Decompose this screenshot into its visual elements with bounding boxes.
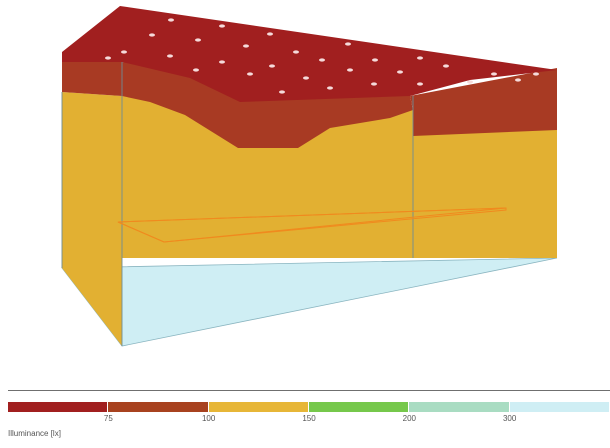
3d-room-view[interactable] bbox=[0, 0, 610, 380]
legend-segment bbox=[308, 402, 410, 412]
legend-segment bbox=[8, 402, 109, 412]
illuminance-legend: 75 100 150 200 300 Illuminance [lx] bbox=[0, 386, 610, 448]
ceiling-lights bbox=[105, 18, 539, 94]
work-plane-outline-2 bbox=[117, 207, 507, 243]
legend-tick-label: 200 bbox=[402, 414, 417, 423]
legend-tick-label: 100 bbox=[201, 414, 216, 423]
legend-segment bbox=[409, 402, 510, 412]
legend-segment bbox=[509, 402, 610, 412]
ceiling-surface bbox=[62, 6, 557, 102]
room-wireframe bbox=[61, 62, 414, 346]
illuminance-band-brown bbox=[62, 62, 122, 96]
floor-surface-left bbox=[61, 257, 558, 347]
illuminance-band-brown-back bbox=[122, 62, 413, 148]
illuminance-band-brown-right bbox=[410, 68, 557, 136]
legend-tick-label: 75 bbox=[103, 414, 113, 423]
left-wall-surface bbox=[62, 92, 122, 346]
legend-tick-label: 300 bbox=[502, 414, 517, 423]
right-wall-surface bbox=[413, 108, 557, 258]
legend-segment bbox=[108, 402, 209, 412]
legend-divider bbox=[8, 390, 610, 391]
legend-tick-label: 150 bbox=[302, 414, 316, 423]
legend-color-scale bbox=[8, 402, 610, 412]
legend-ticks: 75 100 150 200 300 bbox=[8, 414, 610, 426]
back-wall-surface bbox=[122, 96, 413, 258]
legend-segment bbox=[208, 402, 309, 412]
legend-title: Illuminance [lx] bbox=[8, 429, 61, 438]
